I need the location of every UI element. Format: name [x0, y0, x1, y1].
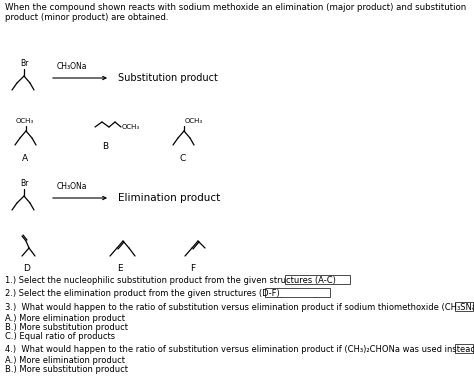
Text: 2.) Select the elimination product from the given structures (D-F): 2.) Select the elimination product from …: [5, 289, 280, 298]
Text: 4.)  What would happen to the ratio of substitution versus elimination product i: 4.) What would happen to the ratio of su…: [5, 345, 474, 354]
Text: Substitution product: Substitution product: [118, 73, 218, 83]
Text: B: B: [102, 142, 108, 151]
Text: When the compound shown reacts with sodium methoxide an elimination (major produ: When the compound shown reacts with sodi…: [5, 3, 466, 22]
Text: A: A: [22, 154, 28, 163]
Text: B.) More substitution product: B.) More substitution product: [5, 365, 128, 374]
Text: OCH₃: OCH₃: [185, 118, 203, 124]
Text: 3.)  What would happen to the ratio of substitution versus elimination product i: 3.) What would happen to the ratio of su…: [5, 303, 474, 312]
Text: Br: Br: [20, 59, 28, 68]
Text: D: D: [24, 264, 30, 273]
Text: CH₃ONa: CH₃ONa: [57, 182, 87, 191]
Bar: [265, 288, 330, 297]
Text: Elimination product: Elimination product: [118, 193, 220, 203]
Text: A.) More elimination product: A.) More elimination product: [5, 356, 125, 365]
Text: OCH₃: OCH₃: [16, 118, 34, 124]
Bar: [285, 275, 350, 284]
Text: A.) More elimination product: A.) More elimination product: [5, 314, 125, 323]
Text: CH₃ONa: CH₃ONa: [57, 62, 87, 71]
Text: Br: Br: [20, 179, 28, 188]
Bar: [455, 302, 473, 311]
Text: OCH₃: OCH₃: [122, 124, 140, 130]
Text: B.) More substitution product: B.) More substitution product: [5, 323, 128, 332]
Text: 1.) Select the nucleophilic substitution product from the given structures (A-C): 1.) Select the nucleophilic substitution…: [5, 276, 336, 285]
Text: F: F: [191, 264, 196, 273]
Text: C: C: [180, 154, 186, 163]
Bar: [455, 344, 473, 353]
Text: C.) Equal ratio of products: C.) Equal ratio of products: [5, 332, 115, 341]
Text: E: E: [117, 264, 123, 273]
